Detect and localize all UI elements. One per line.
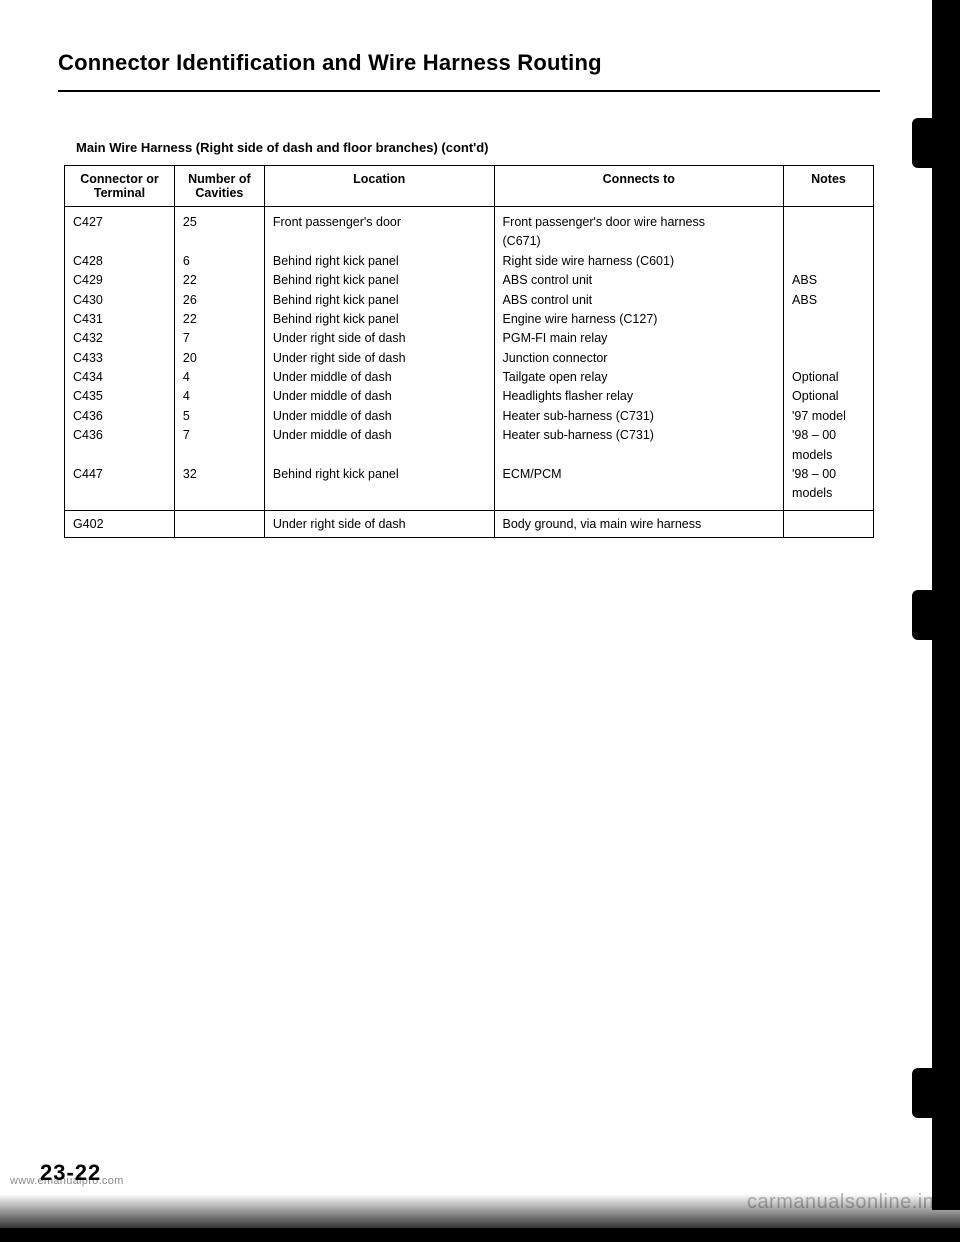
col-header-cavities: Number of Cavities — [174, 166, 264, 207]
col-header-location: Location — [264, 166, 494, 207]
col-header-notes: Notes — [784, 166, 874, 207]
table-header-row: Connector or Terminal Number of Cavities… — [65, 166, 874, 207]
cell-connects: Front passenger's door wire harness(C671… — [494, 207, 784, 511]
cell-connector: C427 C428C429C430C431C432C433C434C435C43… — [65, 207, 175, 511]
title-rule — [58, 90, 880, 92]
connector-table: Connector or Terminal Number of Cavities… — [64, 165, 874, 538]
binder-tab — [912, 1068, 946, 1118]
cell-connector: G402 — [65, 510, 175, 537]
page-title: Connector Identification and Wire Harnes… — [58, 50, 880, 76]
page-bottom-bar — [0, 1228, 960, 1242]
cell-notes: ABSABS OptionalOptional'97 model'98 – 00… — [784, 207, 874, 511]
binder-tab — [912, 590, 946, 640]
col-header-connects: Connects to — [494, 166, 784, 207]
cell-location: Under right side of dash — [264, 510, 494, 537]
cell-location: Front passenger's door Behind right kick… — [264, 207, 494, 511]
page-number: 23-22 — [40, 1160, 101, 1186]
col-header-connector: Connector or Terminal — [65, 166, 175, 207]
cell-cavities — [174, 510, 264, 537]
cell-notes — [784, 510, 874, 537]
binder-tab — [912, 118, 946, 168]
cell-cavities: 25 62226227204457 32 — [174, 207, 264, 511]
cell-connects: Body ground, via main wire harness — [494, 510, 784, 537]
table-footer-row: G402 Under right side of dash Body groun… — [65, 510, 874, 537]
page-bottom-shadow — [0, 1194, 960, 1230]
section-subtitle: Main Wire Harness (Right side of dash an… — [76, 140, 880, 155]
table-body-row: C427 C428C429C430C431C432C433C434C435C43… — [65, 207, 874, 511]
